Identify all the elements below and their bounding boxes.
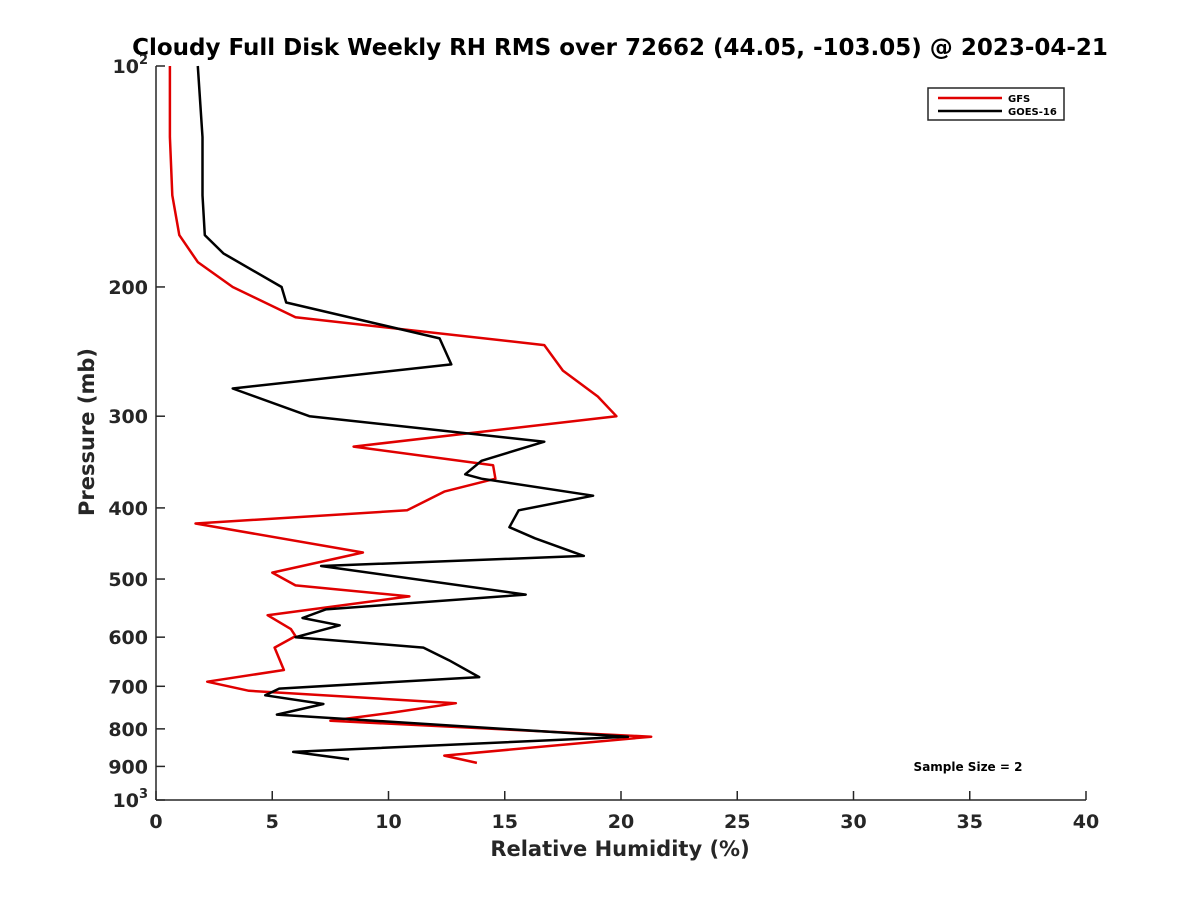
x-tick-label: 5	[266, 811, 279, 833]
series-layer	[168, 65, 653, 765]
y-tick-exponent: 2	[139, 53, 148, 68]
y-tick-label: 102	[113, 53, 149, 78]
x-tick-label: 30	[840, 811, 866, 833]
sample-size-annotation: Sample Size = 2	[914, 760, 1023, 774]
y-tick-label: 700	[108, 676, 148, 698]
chart-title: Cloudy Full Disk Weekly RH RMS over 7266…	[132, 35, 1108, 61]
y-tick-label: 300	[108, 406, 148, 428]
y-tick-label: 103	[113, 787, 149, 812]
y-tick-label: 900	[108, 756, 148, 778]
x-axis-label: Relative Humidity (%)	[490, 837, 749, 861]
x-tick-label: 0	[149, 811, 162, 833]
x-tick-label: 10	[375, 811, 401, 833]
legend-entry: GOES-16	[1008, 107, 1057, 118]
legend-box	[927, 87, 1065, 121]
x-tick-label: 35	[957, 811, 983, 833]
y-tick-exponent: 3	[139, 787, 148, 802]
y-axis-label: Pressure (mb)	[75, 348, 99, 516]
plot-area	[156, 66, 1086, 800]
y-tick-label: 500	[108, 569, 148, 591]
series-line-goes-16	[196, 65, 630, 761]
y-tick-label: 600	[108, 627, 148, 649]
x-tick-label: 25	[724, 811, 750, 833]
x-tick-label: 20	[608, 811, 634, 833]
axes-layer: 0 5 10 15 20 25 30 35 40 102 200 300 400 500 600 700 800…	[108, 53, 1099, 833]
y-tick-label: 800	[108, 719, 148, 741]
plot-background	[156, 66, 1086, 800]
x-tick-label: 15	[492, 811, 518, 833]
x-tick-label: 40	[1073, 811, 1099, 833]
legend: GFS GOES-16	[927, 87, 1065, 121]
legend-entry: GFS	[1008, 94, 1030, 105]
y-tick-label: 400	[108, 498, 148, 520]
series-line-gfs	[168, 66, 653, 765]
y-tick-label: 200	[108, 277, 148, 299]
